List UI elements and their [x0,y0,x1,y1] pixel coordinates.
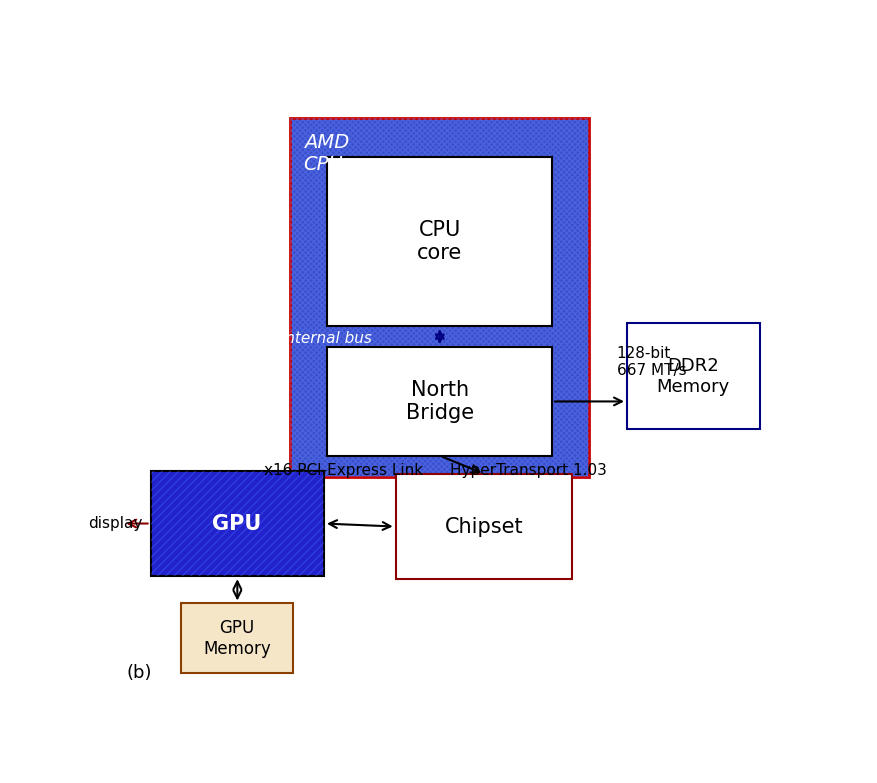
Text: internal bus: internal bus [281,330,371,345]
Text: AMD
CPU: AMD CPU [303,133,348,174]
Bar [327,347,552,456]
Bar [626,323,759,428]
Text: (b): (b) [126,664,152,682]
Bar [396,474,572,579]
Text: GPU: GPU [212,514,261,533]
Bar [151,471,324,576]
Text: CPU
core: CPU core [417,220,462,263]
Text: DDR2
Memory: DDR2 Memory [655,357,729,395]
Text: Chipset: Chipset [444,517,523,536]
Text: GPU
Memory: GPU Memory [203,619,271,658]
Bar [289,118,588,477]
Bar [327,157,552,326]
Text: display: display [88,516,142,531]
Bar [181,604,293,673]
Bar [289,118,588,477]
Text: 128-bit
667 MT/s: 128-bit 667 MT/s [616,346,686,378]
Bar [151,471,324,576]
Text: North
Bridge: North Bridge [405,380,474,423]
Text: x16 PCI-Express Link: x16 PCI-Express Link [263,464,423,478]
Text: HyperTransport 1.03: HyperTransport 1.03 [450,464,606,478]
